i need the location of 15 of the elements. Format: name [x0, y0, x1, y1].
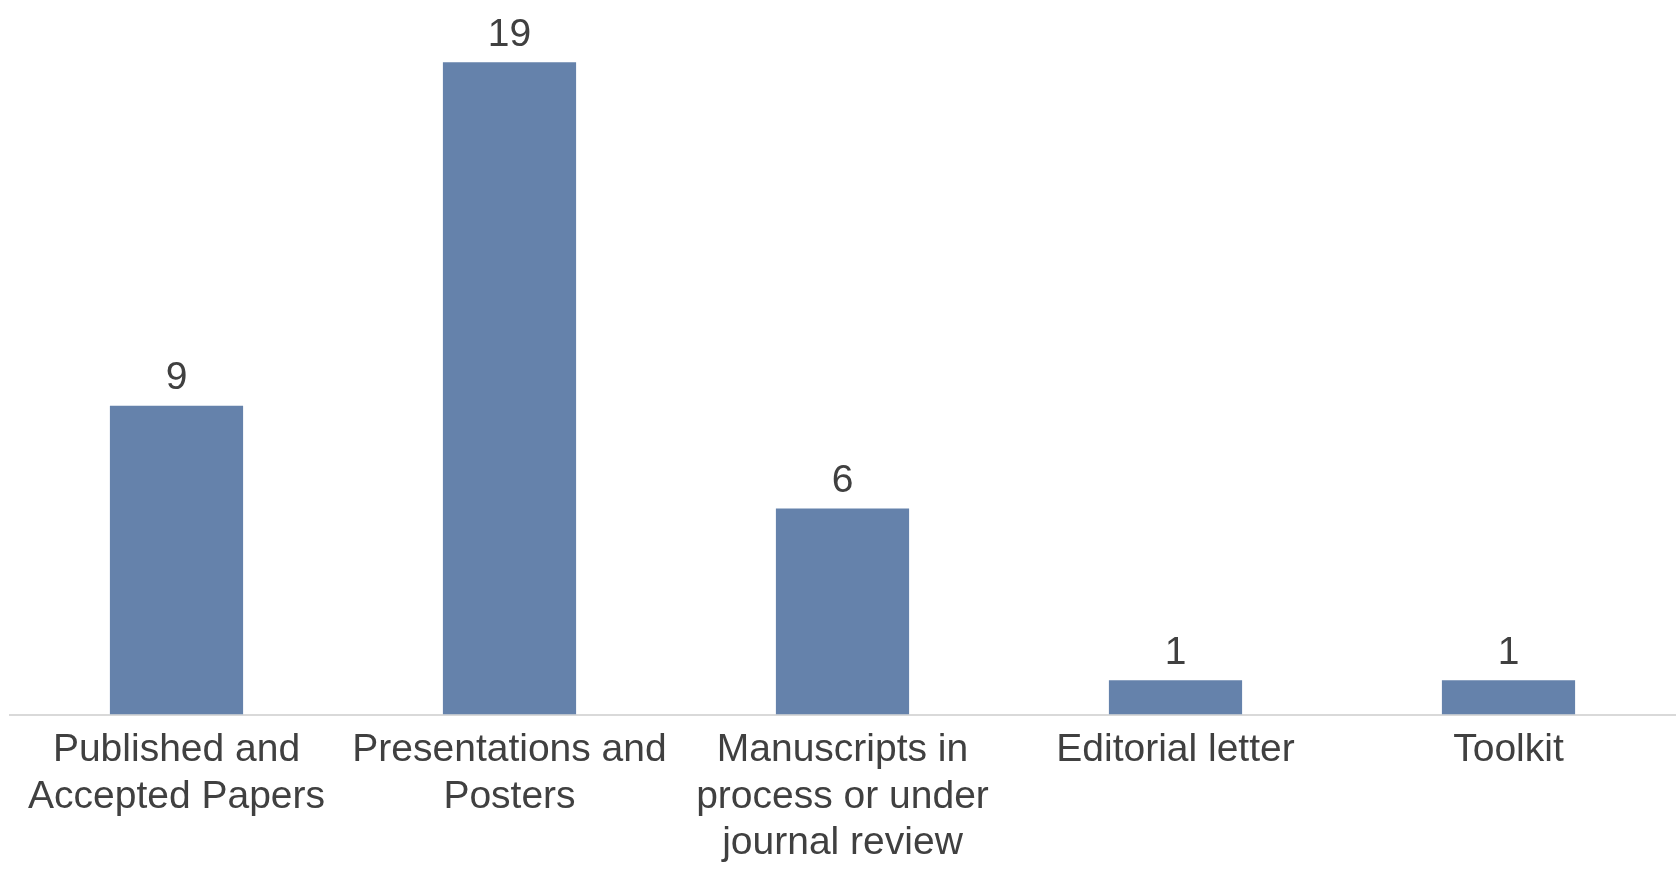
data-label: 1	[1497, 628, 1520, 672]
x-tick-label: Manuscripts in process or under journal review	[696, 725, 989, 863]
bar	[109, 405, 244, 715]
bar	[1108, 680, 1243, 715]
data-label: 1	[1164, 628, 1187, 672]
bar	[1441, 680, 1576, 715]
data-label: 9	[165, 353, 188, 397]
x-tick-label: Published and Accepted Papers	[27, 725, 326, 816]
data-label: 6	[831, 456, 854, 500]
x-tick-label: Toolkit	[1453, 725, 1564, 769]
data-label: 19	[487, 10, 532, 54]
bar	[442, 62, 577, 715]
bar	[775, 508, 910, 715]
x-tick-label: Presentations and Posters	[352, 725, 667, 816]
x-tick-label: Editorial letter	[1056, 725, 1295, 769]
